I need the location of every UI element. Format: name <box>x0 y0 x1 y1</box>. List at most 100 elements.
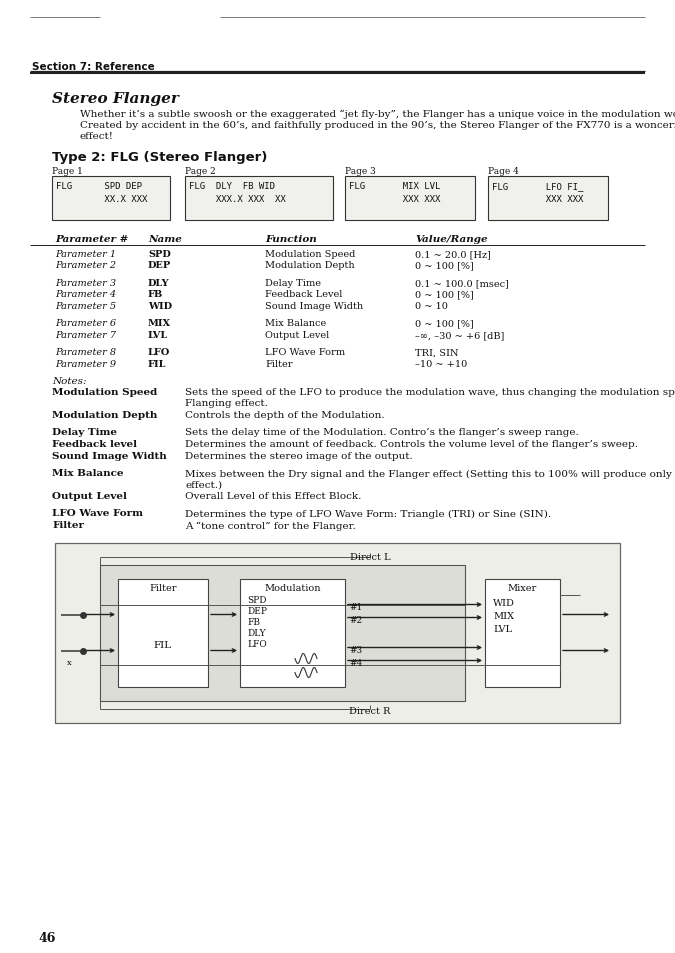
Text: Modulation Speed: Modulation Speed <box>52 388 157 397</box>
Text: SPD: SPD <box>148 250 171 258</box>
Text: MIX: MIX <box>493 612 514 620</box>
Text: DEP: DEP <box>148 261 171 271</box>
Text: Output Level: Output Level <box>52 492 127 501</box>
Text: Sets the speed of the LFO to produce the modulation wave, thus changing the modu: Sets the speed of the LFO to produce the… <box>185 388 675 397</box>
Text: FB: FB <box>247 618 260 627</box>
Text: Parameter #: Parameter # <box>55 234 128 244</box>
Text: Parameter 6: Parameter 6 <box>55 319 116 328</box>
Text: Mix Balance: Mix Balance <box>265 319 326 328</box>
Text: LVL: LVL <box>493 625 512 634</box>
Text: 0 ~ 100 [%]: 0 ~ 100 [%] <box>415 291 474 299</box>
Text: FB: FB <box>148 291 163 299</box>
Text: Parameter 8: Parameter 8 <box>55 348 116 357</box>
Text: LVL: LVL <box>148 331 168 339</box>
Text: Created by accident in the 60’s, and faithfully produced in the 90’s, the Stereo: Created by accident in the 60’s, and fai… <box>80 121 675 130</box>
Text: #1: #1 <box>349 603 362 612</box>
Text: Output Level: Output Level <box>265 331 329 339</box>
Text: Page 3: Page 3 <box>345 167 376 175</box>
Text: Whether it’s a subtle swoosh or the exaggerated “jet fly-by”, the Flanger has a : Whether it’s a subtle swoosh or the exag… <box>80 110 675 119</box>
Text: Filter: Filter <box>265 359 292 369</box>
Text: Controls the depth of the Modulation.: Controls the depth of the Modulation. <box>185 411 385 420</box>
Text: TRI, SIN: TRI, SIN <box>415 348 458 357</box>
Text: Function: Function <box>265 234 317 244</box>
Text: Modulation Depth: Modulation Depth <box>52 411 157 420</box>
Bar <box>100 565 465 700</box>
Text: Section 7: Reference: Section 7: Reference <box>32 62 155 71</box>
Text: Direct R: Direct R <box>350 707 391 716</box>
Bar <box>52 177 170 221</box>
Text: Parameter 7: Parameter 7 <box>55 331 116 339</box>
Text: FLG      SPD DEP: FLG SPD DEP <box>56 182 142 191</box>
Text: Type 2: FLG (Stereo Flanger): Type 2: FLG (Stereo Flanger) <box>52 151 267 164</box>
Text: 0 ~ 100 [%]: 0 ~ 100 [%] <box>415 319 474 328</box>
Text: Sound Image Width: Sound Image Width <box>265 302 363 311</box>
Bar <box>345 177 475 221</box>
Text: Modulation: Modulation <box>264 584 321 593</box>
Text: Stereo Flanger: Stereo Flanger <box>52 91 179 106</box>
Text: Direct L: Direct L <box>350 553 390 562</box>
Text: LFO: LFO <box>247 639 267 649</box>
Text: Sets the delay time of the Modulation. Contro’s the flanger’s sweep range.: Sets the delay time of the Modulation. C… <box>185 428 578 437</box>
Text: Parameter 3: Parameter 3 <box>55 278 116 288</box>
Text: LFO Wave Form: LFO Wave Form <box>52 509 143 518</box>
Text: Modulation Depth: Modulation Depth <box>265 261 354 271</box>
Bar <box>185 177 333 221</box>
Text: Overall Level of this Effect Block.: Overall Level of this Effect Block. <box>185 492 361 501</box>
Text: FIL: FIL <box>154 640 172 650</box>
Text: Filter: Filter <box>52 521 84 530</box>
Bar <box>485 578 560 687</box>
Text: Determines the type of LFO Wave Form: Triangle (TRI) or Sine (SIN).: Determines the type of LFO Wave Form: Tr… <box>185 509 551 518</box>
Text: Mix Balance: Mix Balance <box>52 469 124 478</box>
Text: DLY: DLY <box>148 278 169 288</box>
Text: A “tone control” for the Flanger.: A “tone control” for the Flanger. <box>185 521 356 530</box>
Text: FLG  DLY  FB WID: FLG DLY FB WID <box>189 182 275 191</box>
Text: MIX: MIX <box>148 319 171 328</box>
Text: #2: #2 <box>349 616 362 625</box>
Text: Mixes between the Dry signal and the Flanger effect (Setting this to 100% will p: Mixes between the Dry signal and the Fla… <box>185 469 675 478</box>
Text: –10 ~ +10: –10 ~ +10 <box>415 359 467 369</box>
Text: Modulation Speed: Modulation Speed <box>265 250 355 258</box>
Bar <box>118 578 208 687</box>
Bar <box>488 177 608 221</box>
Text: Determines the stereo image of the output.: Determines the stereo image of the outpu… <box>185 452 412 461</box>
Text: Parameter 2: Parameter 2 <box>55 261 116 271</box>
Text: FLG       MIX LVL: FLG MIX LVL <box>349 182 440 191</box>
Text: 0.1 ~ 100.0 [msec]: 0.1 ~ 100.0 [msec] <box>415 278 509 288</box>
Text: XXX XXX: XXX XXX <box>349 194 440 204</box>
Text: WID: WID <box>493 598 515 608</box>
Text: effect.): effect.) <box>185 480 222 489</box>
Text: DLY: DLY <box>247 629 266 638</box>
Text: #4: #4 <box>349 659 362 668</box>
Text: 0.1 ~ 20.0 [Hz]: 0.1 ~ 20.0 [Hz] <box>415 250 491 258</box>
Text: Parameter 5: Parameter 5 <box>55 302 116 311</box>
Text: SPD: SPD <box>247 596 267 605</box>
Text: effect!: effect! <box>80 132 114 141</box>
Text: x: x <box>67 659 72 667</box>
Text: #3: #3 <box>349 646 362 655</box>
Text: DEP: DEP <box>247 607 267 616</box>
Bar <box>55 543 620 722</box>
Text: –∞, –30 ~ +6 [dB]: –∞, –30 ~ +6 [dB] <box>415 331 504 339</box>
Text: Notes:: Notes: <box>52 377 86 386</box>
Text: Mixer: Mixer <box>508 584 537 593</box>
Text: Sound Image Width: Sound Image Width <box>52 452 167 461</box>
Text: WID: WID <box>148 302 172 311</box>
Text: LFO Wave Form: LFO Wave Form <box>265 348 345 357</box>
Text: Page 2: Page 2 <box>185 167 216 175</box>
Text: XXX XXX: XXX XXX <box>492 194 583 204</box>
Bar <box>240 578 345 687</box>
Text: Page 4: Page 4 <box>488 167 519 175</box>
Text: Parameter 1: Parameter 1 <box>55 250 116 258</box>
Text: Parameter 4: Parameter 4 <box>55 291 116 299</box>
Text: Parameter 9: Parameter 9 <box>55 359 116 369</box>
Text: LFO: LFO <box>148 348 170 357</box>
Text: Determines the amount of feedback. Controls the volume level of the flanger’s sw: Determines the amount of feedback. Contr… <box>185 440 638 449</box>
Text: Feedback level: Feedback level <box>52 440 137 449</box>
Text: 0 ~ 100 [%]: 0 ~ 100 [%] <box>415 261 474 271</box>
Text: Filter: Filter <box>149 584 177 593</box>
Text: 0 ~ 10: 0 ~ 10 <box>415 302 448 311</box>
Text: XX.X XXX: XX.X XXX <box>56 194 147 204</box>
Text: Value/Range: Value/Range <box>415 234 487 244</box>
Text: 46: 46 <box>38 931 55 944</box>
Text: Page 1: Page 1 <box>52 167 83 175</box>
